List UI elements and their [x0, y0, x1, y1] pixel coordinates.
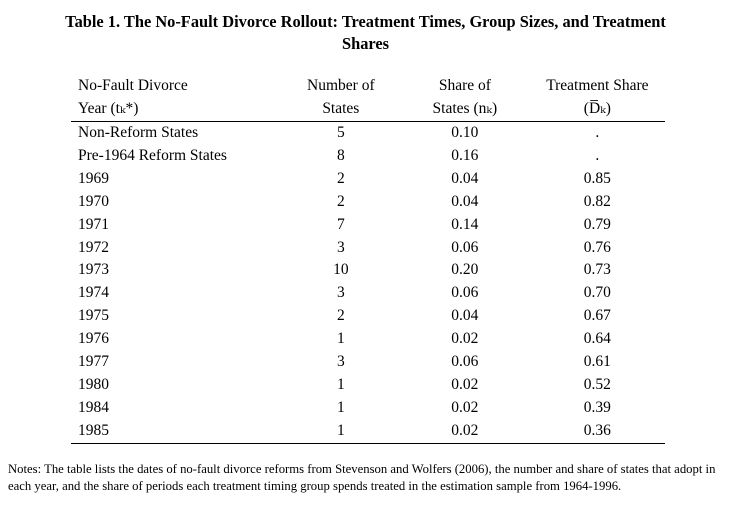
header-treatment-line-2: (D̅ₖ) — [529, 97, 665, 122]
table-title: Table 1. The No-Fault Divorce Rollout: T… — [0, 11, 731, 55]
cell-states: 1 — [336, 375, 345, 393]
cell-share: 0.02 — [400, 419, 530, 444]
header-row-1: No-Fault Divorce Number of Share of Trea… — [71, 74, 665, 97]
header-year-line-1: No-Fault Divorce — [78, 77, 188, 94]
table-row: 1969 2 0.04 0.85 — [71, 168, 665, 191]
cell-share: 0.04 — [451, 192, 479, 210]
table-body: Non-Reform States 5 0.10. Pre-1964 Reform S… — [71, 122, 665, 444]
cell-treatment-share: 0.70 — [583, 284, 611, 302]
cell-treatment-share: 0.52 — [583, 375, 611, 393]
cell-share: 0.06 — [451, 284, 479, 302]
cell-states: 5 — [336, 124, 345, 141]
cell-share: 0.04 — [451, 307, 479, 325]
table-row: 1972 3 0.06 0.76 — [71, 237, 665, 260]
table-row: 1970 2 0.04 0.82 — [71, 191, 665, 214]
cell-treatment-share: 0.76 — [583, 238, 611, 256]
cell-states: 7 — [336, 215, 345, 233]
table-row: 1980 1 0.02 0.52 — [71, 374, 665, 397]
table-row: 1984 1 0.02 0.39 — [71, 397, 665, 420]
cell-treatment-share: 0.82 — [583, 192, 611, 210]
cell-states: 8 — [336, 146, 345, 164]
cell-year: 1971 — [78, 215, 109, 233]
cell-states: 10 — [333, 261, 349, 279]
cell-year: 1985 — [71, 419, 282, 444]
header-row-2: Year (tₖ*) States States (nₖ) (D̅ₖ) — [71, 97, 665, 122]
cell-treatment-share: 0.85 — [583, 169, 611, 187]
cell-year: Pre-1964 Reform States — [78, 146, 227, 164]
table-header: No-Fault Divorce Number of Share of Trea… — [71, 74, 665, 122]
table-row: Non-Reform States 5 0.10. — [71, 122, 665, 145]
data-table-container: No-Fault Divorce Number of Share of Trea… — [71, 74, 665, 444]
cell-year: 1974 — [78, 284, 109, 302]
cell-treatment-share: . — [595, 124, 600, 141]
cell-share: 0.04 — [451, 169, 479, 187]
cell-states: 3 — [336, 238, 345, 256]
cell-states: 3 — [336, 284, 345, 302]
table-notes: Notes: The table lists the dates of no-f… — [8, 462, 716, 493]
cell-year: 1984 — [78, 398, 109, 416]
cell-share: 0.10 — [451, 124, 479, 141]
cell-treatment-share: . — [595, 146, 600, 164]
cell-treatment-share: 0.39 — [583, 398, 611, 416]
cell-treatment-share: 0.79 — [583, 215, 611, 233]
cell-treatment-share: 0.67 — [583, 307, 611, 325]
cell-year: 1973 — [78, 261, 109, 279]
table-row: 1976 1 0.02 0.64 — [71, 328, 665, 351]
table-row: 1974 3 0.06 0.70 — [71, 282, 665, 305]
cell-share: 0.16 — [451, 146, 479, 164]
cell-states: 2 — [336, 169, 345, 187]
header-states-line-2: States — [281, 97, 400, 122]
cell-share: 0.06 — [451, 238, 479, 256]
cell-year: 1970 — [78, 192, 109, 210]
table-row: Pre-1964 Reform States 8 0.16. — [71, 145, 665, 168]
cell-states: 1 — [336, 398, 345, 416]
cell-year: 1972 — [78, 238, 109, 256]
header-year-line-2: Year (tₖ*) — [71, 97, 282, 122]
cell-treatment-share: 0.64 — [583, 330, 611, 348]
cell-share: 0.02 — [451, 330, 479, 348]
cell-states: 3 — [336, 353, 345, 371]
table-row: 1973 10 0.20 0.73 — [71, 259, 665, 282]
cell-states: 2 — [336, 307, 345, 325]
cell-year: 1969 — [78, 169, 109, 187]
data-table: No-Fault Divorce Number of Share of Trea… — [71, 74, 665, 444]
table-row: 1975 2 0.04 0.67 — [71, 305, 665, 328]
cell-year: 1977 — [78, 353, 109, 371]
cell-states: 1 — [281, 419, 400, 444]
table-row: 1971 7 0.14 0.79 — [71, 214, 665, 237]
cell-states: 2 — [336, 192, 345, 210]
cell-year: 1975 — [78, 307, 109, 325]
table-row: 1977 3 0.06 0.61 — [71, 351, 665, 374]
cell-year: Non-Reform States — [78, 124, 199, 141]
cell-share: 0.02 — [451, 375, 479, 393]
header-share-line-2: States (nₖ) — [400, 97, 530, 122]
cell-share: 0.20 — [451, 261, 479, 279]
table-title-line-1: Table 1. The No-Fault Divorce Rollout: T… — [65, 12, 666, 31]
cell-year: 1980 — [78, 375, 109, 393]
cell-share: 0.02 — [451, 398, 479, 416]
cell-states: 1 — [336, 330, 345, 348]
header-share-line-1: Share of — [438, 77, 491, 94]
cell-treatment-share: 0.36 — [529, 419, 665, 444]
cell-treatment-share: 0.61 — [583, 353, 611, 371]
cell-treatment-share: 0.73 — [583, 261, 611, 279]
cell-share: 0.14 — [451, 215, 479, 233]
header-states-line-1: Number of — [307, 77, 375, 94]
header-treatment-line-1: Treatment Share — [546, 77, 649, 94]
table-row: 1985 1 0.02 0.36 — [71, 419, 665, 444]
cell-year: 1976 — [78, 330, 109, 348]
table-title-line-2: Shares — [341, 34, 390, 53]
cell-share: 0.06 — [451, 353, 479, 371]
